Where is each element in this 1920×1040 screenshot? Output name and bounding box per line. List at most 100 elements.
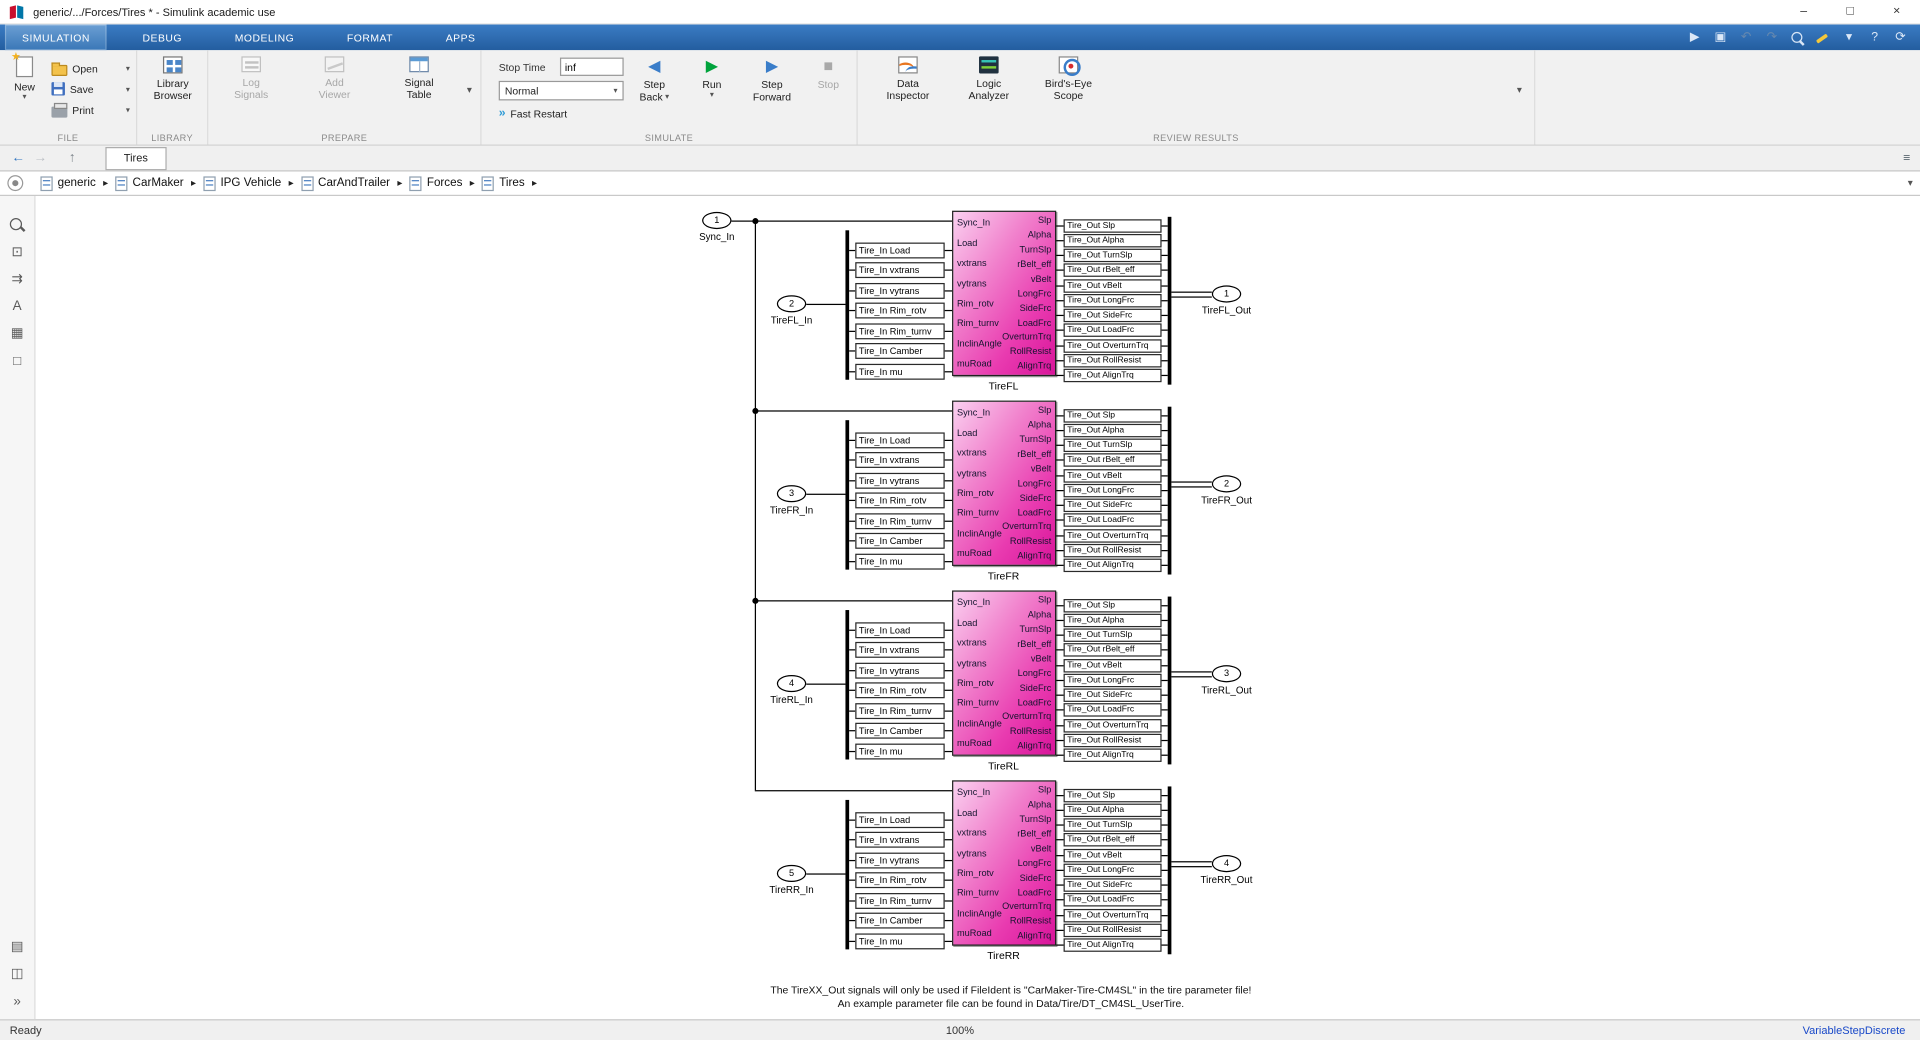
tire-block-name[interactable]: TireFR	[987, 569, 1020, 582]
outport-block[interactable]: 4	[1211, 855, 1242, 873]
signal-wire[interactable]	[806, 872, 846, 875]
signal-label-block[interactable]: Tire_Out Slp	[1063, 598, 1162, 612]
breadcrumb-item-ipg-vehicle[interactable]: IPG Vehicle	[203, 175, 281, 191]
signal-label-block[interactable]: Tire_Out rBelt_eff	[1063, 833, 1162, 847]
bus-selector-bar[interactable]	[844, 610, 849, 760]
signal-label-block[interactable]: Tire_Out Alpha	[1063, 803, 1162, 817]
open-button[interactable]: Open ▾	[51, 59, 130, 77]
signal-label-block[interactable]: Tire_Out AlignTrq	[1063, 748, 1162, 762]
signal-label-block[interactable]: Tire_Out LongFrc	[1063, 863, 1162, 877]
tire-subsystem-block[interactable]: Sync_In Load vxtrans vytrans Rim_rotv Rim_tur…	[952, 590, 1057, 756]
model-browser-icon[interactable]: ◫	[10, 966, 24, 982]
inport-name[interactable]: TireFL_In	[770, 314, 813, 326]
signal-label-block[interactable]: Tire_Out SideFrc	[1063, 688, 1162, 702]
library-browser-button[interactable]: Library Browser	[141, 56, 205, 130]
signal-label-block[interactable]: Tire_Out RollResist	[1063, 733, 1162, 747]
signal-label-block[interactable]: Tire_Out AlignTrq	[1063, 558, 1162, 573]
signal-label-block[interactable]: Tire_In Load	[855, 621, 945, 638]
signal-label-block[interactable]: Tire_In Camber	[855, 343, 945, 359]
signal-label-block[interactable]: Tire_In Load	[855, 811, 945, 828]
signal-label-block[interactable]: Tire_In vytrans	[855, 472, 945, 489]
close-button[interactable]: ×	[1893, 4, 1901, 19]
signal-label-block[interactable]: Tire_Out SideFrc	[1063, 878, 1162, 892]
signal-label-block[interactable]: Tire_In Rim_rotv	[855, 872, 945, 889]
tire-subsystem-block[interactable]: Sync_In Load vxtrans vytrans Rim_rotv Rim_tur…	[952, 780, 1057, 946]
inport-block[interactable]: 2	[776, 295, 807, 313]
signal-label-block[interactable]: Tire_Out RollResist	[1063, 353, 1162, 368]
inport-block[interactable]: 5	[776, 864, 807, 882]
signal-label-block[interactable]: Tire_Out vBelt	[1063, 468, 1162, 483]
signal-label-block[interactable]: Tire_Out TurnSlp	[1063, 248, 1162, 263]
logic-analyzer-button[interactable]: Logic Analyzer	[953, 56, 1024, 130]
help-icon[interactable]: ?	[1871, 30, 1879, 44]
signal-label-block[interactable]: Tire_Out LongFrc	[1063, 293, 1162, 308]
image-annotation-icon[interactable]: ▦	[10, 325, 24, 341]
update-model-icon[interactable]: ⟳	[1895, 30, 1906, 44]
bus-creator-bar[interactable]	[1167, 406, 1171, 575]
signal-label-block[interactable]: Tire_In vxtrans	[855, 262, 945, 279]
model-canvas[interactable]: The TireXX_Out signals will only be used…	[0, 196, 1920, 1019]
signal-label-block[interactable]: Tire_Out LongFrc	[1063, 673, 1162, 687]
signal-label-block[interactable]: Tire_In Load	[855, 431, 945, 448]
bus-selector-bar[interactable]	[844, 420, 849, 570]
signal-wire[interactable]	[754, 790, 953, 792]
signal-label-block[interactable]: Tire_Out Slp	[1063, 788, 1162, 802]
signal-label-block[interactable]: Tire_Out rBelt_eff	[1063, 453, 1162, 468]
outport-name[interactable]: TireFR_Out	[1201, 494, 1252, 506]
signal-label-block[interactable]: Tire_Out LoadFrc	[1063, 323, 1162, 338]
signal-label-block[interactable]: Tire_Out RollResist	[1063, 543, 1162, 558]
signal-wire[interactable]	[806, 682, 846, 685]
outport-block[interactable]: 2	[1211, 475, 1242, 493]
breadcrumb-item-carmaker[interactable]: CarMaker	[115, 175, 184, 191]
property-inspector-icon[interactable]: ≡	[1903, 151, 1911, 165]
navigate-back-icon[interactable]: ←	[11, 150, 26, 166]
signal-label-block[interactable]: Tire_Out rBelt_eff	[1063, 263, 1162, 278]
expand-palette-icon[interactable]: »	[13, 994, 21, 1010]
signal-wire[interactable]	[806, 303, 846, 305]
signal-label-block[interactable]: Tire_Out Alpha	[1063, 233, 1162, 248]
ribbon-tab-debug[interactable]: DEBUG	[142, 31, 183, 44]
signal-label-block[interactable]: Tire_In vxtrans	[855, 452, 945, 468]
inport-block[interactable]: 4	[776, 674, 807, 693]
inport-name[interactable]: TireRR_In	[769, 884, 814, 896]
area-icon[interactable]: □	[13, 354, 22, 369]
stop-time-input[interactable]	[559, 57, 624, 76]
inport-name[interactable]: TireFR_In	[769, 504, 814, 516]
save-button[interactable]: Save ▾	[51, 80, 130, 98]
signal-label-block[interactable]: Tire_In mu	[855, 363, 945, 380]
bus-creator-bar[interactable]	[1167, 786, 1171, 955]
signal-label-block[interactable]: Tire_In Rim_turnv	[855, 892, 945, 909]
annotation-line-1[interactable]: The TireXX_Out signals will only be used…	[770, 983, 1252, 996]
tire-block-name[interactable]: TireRR	[987, 949, 1020, 962]
document-tab-tires[interactable]: Tires	[105, 146, 167, 170]
bus-selector-bar[interactable]	[844, 799, 849, 950]
signal-label-block[interactable]: Tire_Out OverturnTrq	[1063, 908, 1162, 922]
signal-label-block[interactable]: Tire_In Rim_rotv	[855, 682, 945, 699]
signal-table-button[interactable]: Signal Table	[387, 56, 451, 130]
outport-name[interactable]: TireFL_Out	[1201, 305, 1252, 317]
step-forward-button[interactable]: ▶ Step Forward	[741, 56, 802, 130]
ribbon-tab-simulation[interactable]: SIMULATION	[4, 24, 108, 51]
ribbon-tab-modeling[interactable]: MODELING	[234, 31, 295, 44]
inport-name[interactable]: Sync_In	[699, 231, 735, 243]
breadcrumb-item-carandtrailer[interactable]: CarAndTrailer	[300, 175, 390, 191]
signal-label-block[interactable]: Tire_Out Slp	[1063, 408, 1162, 423]
maximize-button[interactable]: □	[1846, 4, 1854, 19]
signal-label-block[interactable]: Tire_Out Alpha	[1063, 423, 1162, 438]
bus-wire[interactable]	[1170, 670, 1212, 677]
signal-label-block[interactable]: Tire_Out OverturnTrq	[1063, 528, 1162, 543]
bus-wire[interactable]	[1170, 860, 1212, 867]
signal-label-block[interactable]: Tire_In Camber	[855, 722, 945, 739]
signal-label-block[interactable]: Tire_Out vBelt	[1063, 658, 1162, 672]
signal-label-block[interactable]: Tire_In Rim_turnv	[855, 702, 945, 719]
signal-label-block[interactable]: Tire_In vxtrans	[855, 641, 945, 658]
customize-caret-icon[interactable]: ▾	[1845, 30, 1853, 44]
signal-label-block[interactable]: Tire_Out RollResist	[1063, 923, 1162, 937]
annotation-line-2[interactable]: An example parameter file can be found i…	[837, 997, 1185, 1010]
step-back-button[interactable]: ◀ Step Back ▾	[626, 56, 682, 130]
save-icon[interactable]: ▣	[1714, 30, 1727, 44]
signal-label-block[interactable]: Tire_Out LoadFrc	[1063, 893, 1162, 907]
inport-block[interactable]: 1	[702, 211, 732, 230]
signal-label-block[interactable]: Tire_Out AlignTrq	[1063, 368, 1162, 383]
bus-creator-bar[interactable]	[1167, 216, 1171, 385]
